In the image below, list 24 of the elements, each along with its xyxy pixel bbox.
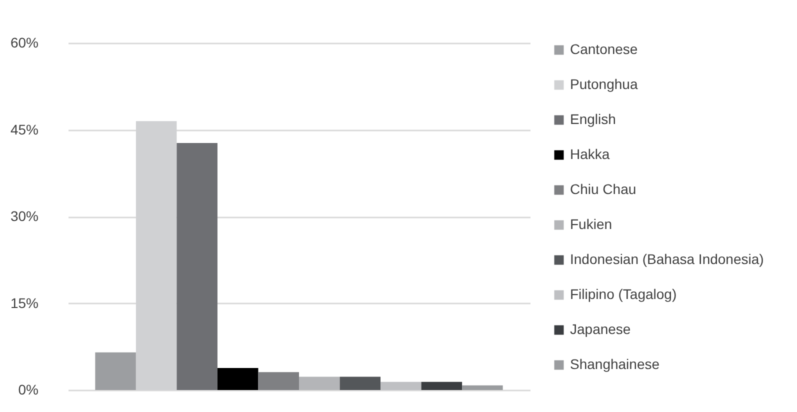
y-tick-label: 60% bbox=[10, 34, 38, 50]
legend-label: Hakka bbox=[570, 146, 610, 162]
legend-label: Shanghainese bbox=[570, 356, 660, 372]
bar bbox=[299, 376, 340, 390]
legend-label: Filipino (Tagalog) bbox=[570, 286, 677, 302]
legend-label: English bbox=[570, 111, 616, 127]
legend-label: Indonesian (Bahasa Indonesia) bbox=[570, 251, 764, 267]
legend-label: Cantonese bbox=[570, 41, 638, 57]
legend-label: Chiu Chau bbox=[570, 181, 636, 197]
y-tick-label: 15% bbox=[10, 294, 38, 311]
y-tick-label: 30% bbox=[10, 208, 38, 224]
bar bbox=[258, 372, 299, 390]
bar bbox=[95, 352, 136, 390]
bar bbox=[340, 376, 381, 390]
legend-label: Japanese bbox=[570, 321, 631, 337]
y-tick-label: 0% bbox=[18, 382, 38, 398]
y-tick-label: 45% bbox=[10, 121, 38, 138]
bar bbox=[462, 385, 503, 390]
legend-label: Fukien bbox=[570, 216, 612, 232]
bar bbox=[217, 368, 258, 390]
bar bbox=[380, 382, 422, 390]
bar bbox=[176, 143, 218, 390]
legend-label: Putonghua bbox=[570, 76, 638, 92]
bar bbox=[421, 382, 462, 390]
